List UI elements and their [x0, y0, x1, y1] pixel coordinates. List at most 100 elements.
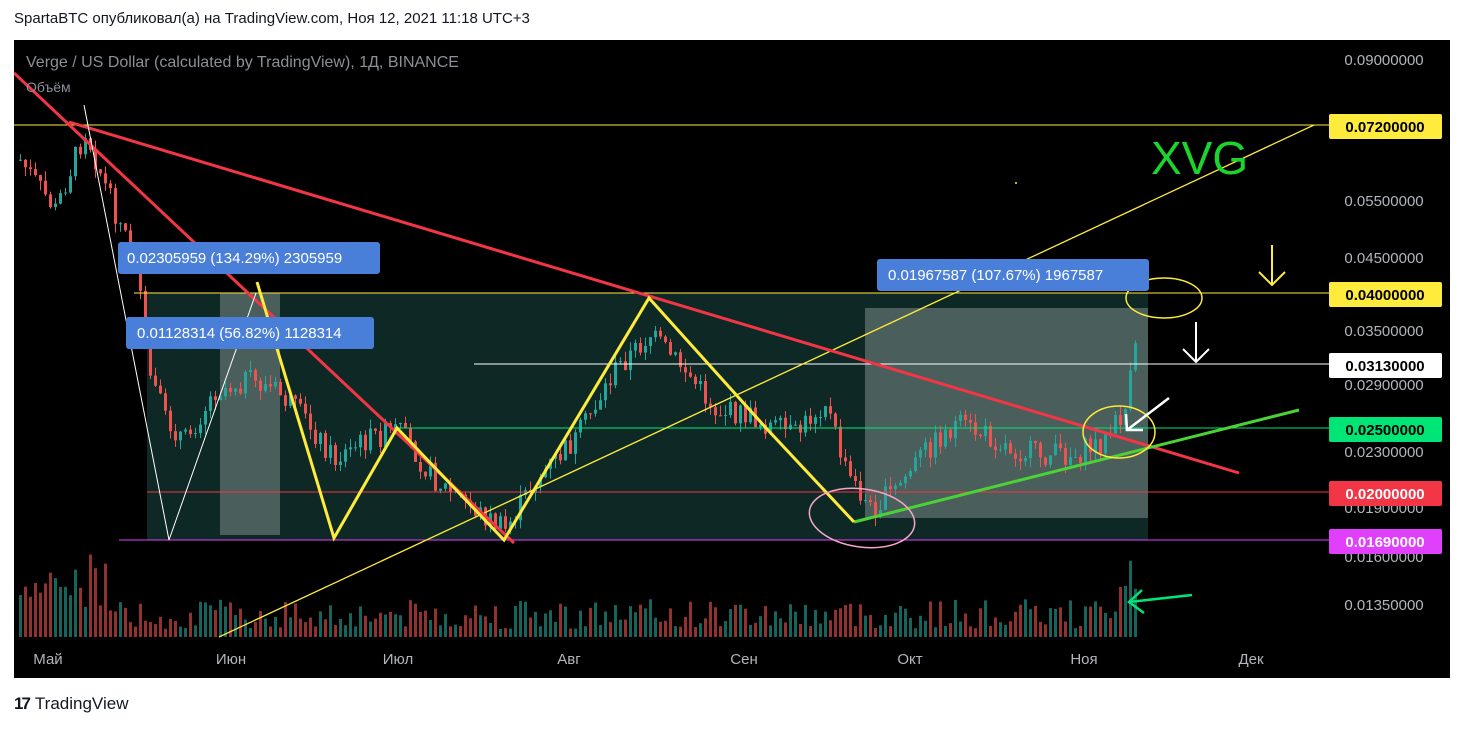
volume-bar — [1079, 625, 1082, 637]
volume-bar — [294, 603, 297, 637]
volume-bar — [309, 617, 312, 637]
volume-bar — [449, 626, 452, 637]
volume-bar — [474, 605, 477, 637]
volume-bar — [874, 627, 877, 637]
volume-bar — [19, 595, 22, 637]
candle-body — [589, 413, 592, 415]
x-tick-label: Сен — [730, 651, 757, 668]
volume-bar — [94, 568, 97, 637]
volume-bar — [24, 586, 27, 637]
arrow-down-yellow-icon — [1258, 245, 1286, 287]
candle-body — [634, 343, 637, 351]
candle-body — [579, 419, 582, 433]
volume-bar — [519, 601, 522, 637]
candle-body — [1099, 439, 1102, 454]
candle-body — [779, 417, 782, 421]
candle-body — [104, 173, 107, 184]
volume-bar — [769, 625, 772, 637]
volume-bar — [1089, 606, 1092, 637]
price-tag: 0.01690000 — [1329, 529, 1442, 554]
volume-bar — [544, 613, 547, 637]
volume-bar — [849, 603, 852, 637]
volume-bar — [484, 616, 487, 637]
volume-bar — [574, 628, 577, 637]
candle-body — [299, 398, 302, 404]
candle-body — [99, 169, 102, 174]
volume-bar — [494, 606, 497, 637]
volume-bar — [144, 620, 147, 637]
candle-body — [969, 419, 972, 423]
volume-bar — [364, 615, 367, 637]
volume-bar — [774, 611, 777, 637]
price-tag-label: 0.02500000 — [1345, 422, 1424, 439]
volume-bar — [559, 603, 562, 637]
volume-bar — [374, 618, 377, 637]
volume-bar — [549, 610, 552, 637]
volume-bar — [904, 608, 907, 637]
volume-bar — [669, 608, 672, 637]
candle-body — [94, 149, 97, 170]
price-chart[interactable]: XVG 0.02305959 (134.29%) 2305959 0.01128… — [14, 40, 1450, 678]
volume-bar — [964, 613, 967, 637]
volume-bar — [69, 595, 72, 637]
candle-body — [614, 362, 617, 386]
candle-body — [334, 445, 337, 465]
tradingview-brand[interactable]: 17 TradingView — [14, 694, 128, 714]
candle-body — [1059, 443, 1062, 448]
candle-body — [664, 336, 667, 342]
volume-bar — [444, 614, 447, 637]
volume-bar — [909, 617, 912, 637]
x-tick-label: Дек — [1238, 651, 1264, 668]
volume-bar — [1109, 618, 1112, 637]
volume-bar — [64, 586, 67, 637]
volume-bar — [169, 618, 172, 637]
time-axis[interactable]: Май Июн Июл Авг Сен Окт Ноя Дек — [33, 651, 1264, 668]
candle-body — [1104, 433, 1107, 454]
volume-bar — [339, 618, 342, 637]
candle-body — [399, 422, 402, 425]
volume-bar — [674, 626, 677, 637]
candle-body — [1049, 455, 1052, 465]
volume-bar — [1114, 611, 1117, 637]
candle-body — [964, 414, 967, 420]
candle-body — [864, 500, 867, 502]
candle-body — [419, 461, 422, 472]
candle-body — [999, 449, 1002, 451]
volume-bar — [894, 612, 897, 637]
measure-text-3: 0.01967587 (107.67%) 1967587 — [888, 267, 1103, 284]
candle-body — [889, 486, 892, 490]
candle-body — [409, 427, 412, 442]
volume-bar — [114, 611, 117, 637]
candle-body — [209, 396, 212, 411]
candle-body — [894, 485, 897, 490]
volume-bar — [314, 626, 317, 637]
candle-body — [1084, 438, 1087, 463]
candle-body — [859, 481, 862, 501]
volume-bar — [149, 622, 152, 637]
candle-body — [239, 388, 242, 394]
volume-bar — [154, 624, 157, 637]
volume-bar — [209, 605, 212, 637]
candle-body — [879, 509, 882, 517]
volume-bar — [164, 628, 167, 637]
volume-bar — [704, 618, 707, 637]
candle-body — [84, 138, 87, 155]
candle-body — [1054, 443, 1057, 456]
y-tick-label: 0.01350000 — [1344, 597, 1423, 614]
candle-body — [974, 422, 977, 435]
volume-bar — [384, 614, 387, 637]
y-tick-label: 0.02300000 — [1344, 444, 1423, 461]
candle-body — [639, 343, 642, 353]
price-tag-label: 0.03130000 — [1345, 358, 1424, 375]
candle-body — [269, 384, 272, 387]
chart-canvas[interactable]: XVG 0.02305959 (134.29%) 2305959 0.01128… — [14, 40, 1450, 678]
candle-body — [869, 500, 872, 503]
volume-bar — [629, 606, 632, 637]
candle-body — [629, 350, 632, 371]
volume-bar — [224, 606, 227, 637]
candle-body — [149, 336, 152, 376]
x-tick-label: Май — [33, 651, 62, 668]
volume-bar — [399, 615, 402, 637]
volume-bar — [104, 563, 107, 637]
volume-bar — [54, 578, 57, 637]
